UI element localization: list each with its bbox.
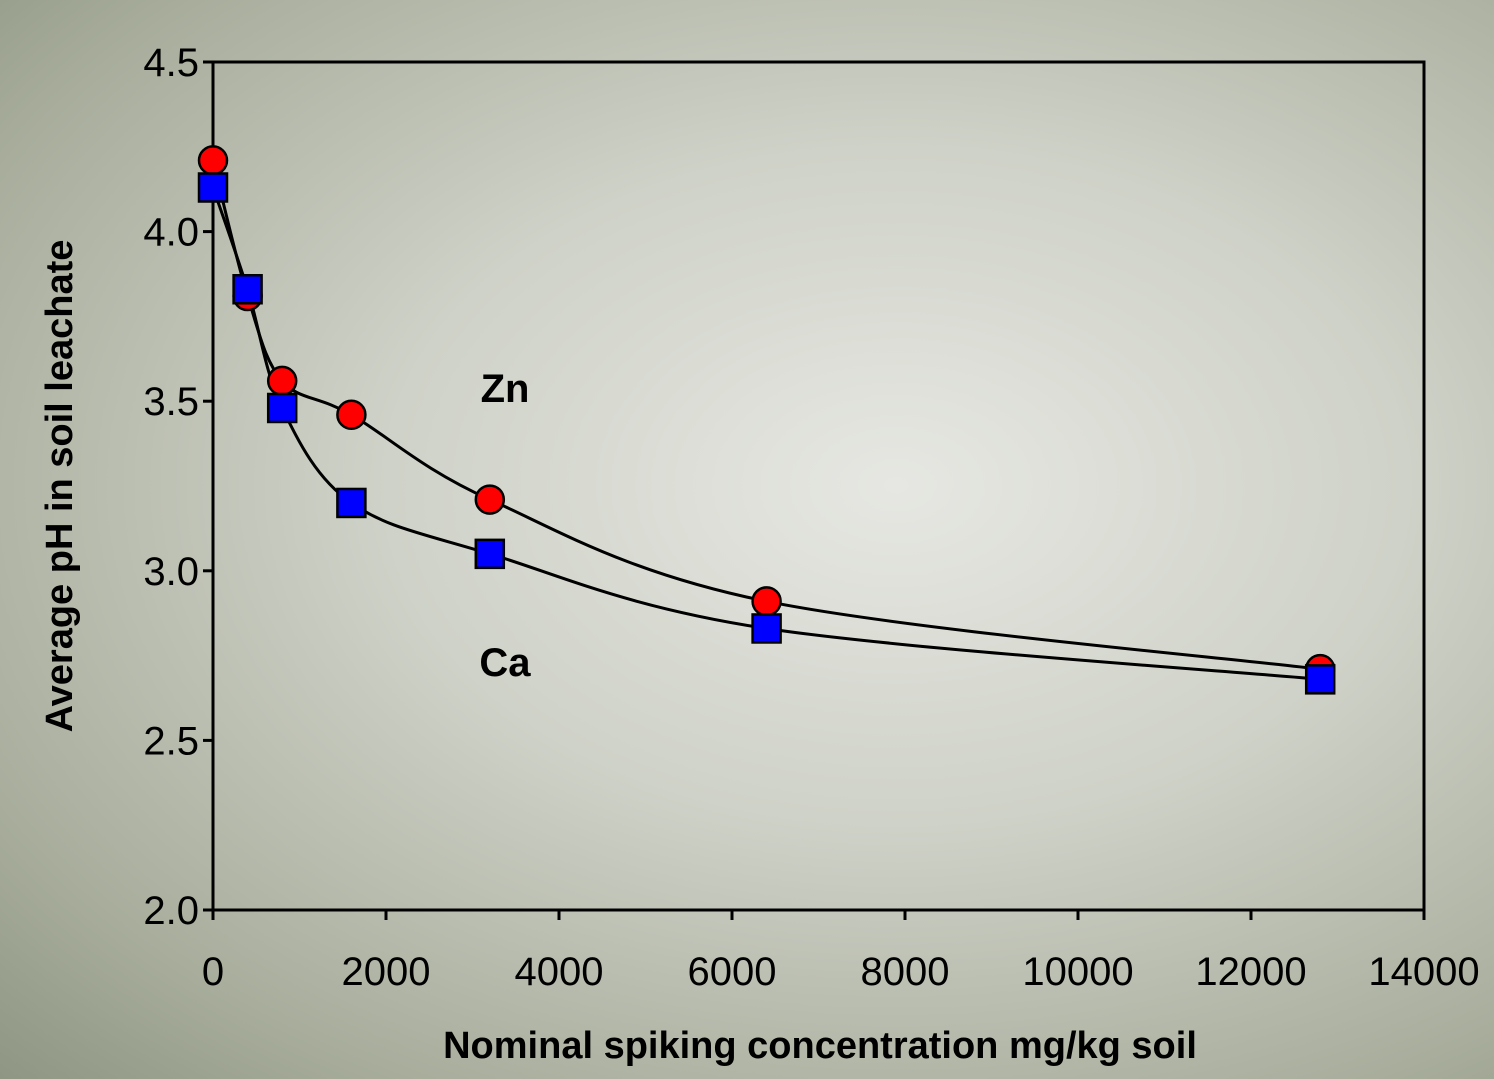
marker bbox=[199, 146, 227, 174]
y-tick-label: 2.0 bbox=[143, 889, 199, 933]
x-tick-label: 4000 bbox=[515, 950, 604, 994]
chart: Nominal spiking concentration mg/kg soil… bbox=[0, 0, 1494, 1079]
series-label: Ca bbox=[479, 641, 531, 685]
marker bbox=[234, 275, 262, 303]
marker bbox=[753, 614, 781, 642]
marker bbox=[199, 174, 227, 202]
marker bbox=[1306, 665, 1334, 693]
marker bbox=[337, 401, 365, 429]
series-label: Zn bbox=[481, 367, 530, 411]
x-tick-label: 0 bbox=[202, 950, 224, 994]
x-tick-label: 12000 bbox=[1195, 950, 1306, 994]
x-tick-label: 14000 bbox=[1368, 950, 1479, 994]
marker bbox=[476, 486, 504, 514]
x-tick-label: 8000 bbox=[861, 950, 950, 994]
marker bbox=[753, 587, 781, 615]
page: Nominal spiking concentration mg/kg soil… bbox=[0, 0, 1494, 1079]
y-tick-label: 4.0 bbox=[143, 211, 199, 255]
y-tick-label: 3.0 bbox=[143, 550, 199, 594]
x-tick-label: 2000 bbox=[342, 950, 431, 994]
x-tick-label: 6000 bbox=[688, 950, 777, 994]
marker bbox=[268, 367, 296, 395]
y-tick-label: 2.5 bbox=[143, 719, 199, 763]
y-axis-title: Average pH in soil leachate bbox=[39, 240, 81, 733]
x-tick-label: 10000 bbox=[1022, 950, 1133, 994]
marker bbox=[476, 540, 504, 568]
x-axis-title: Nominal spiking concentration mg/kg soil bbox=[443, 1025, 1197, 1067]
y-tick-label: 4.5 bbox=[143, 41, 199, 85]
marker bbox=[337, 489, 365, 517]
plot-frame bbox=[213, 62, 1424, 910]
marker bbox=[268, 394, 296, 422]
y-tick-label: 3.5 bbox=[143, 380, 199, 424]
